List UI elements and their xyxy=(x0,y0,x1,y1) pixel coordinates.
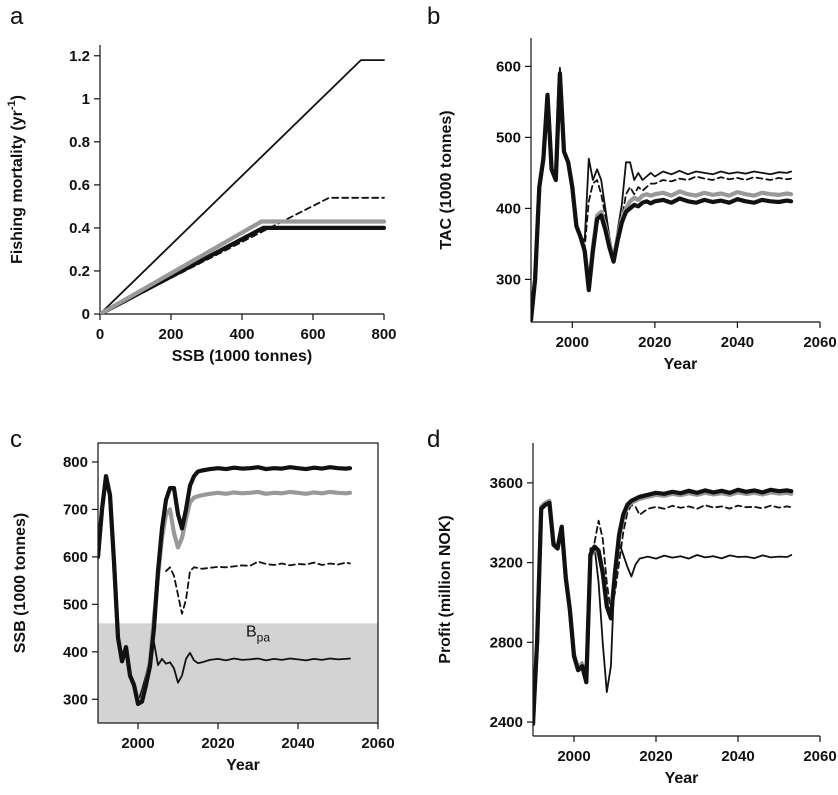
x-tick-label: 2020 xyxy=(638,334,671,351)
y-tick-label: 700 xyxy=(63,501,88,518)
x-tick-label: 2000 xyxy=(557,748,590,765)
x-axis-label: SSB (1000 tonnes) xyxy=(172,348,312,365)
panel-a: a 0 0.2 0.4 0.6 0.8 1 1.2 0 200 400 600 800 SSB (1000… xyxy=(6,3,397,365)
series-line-thick-grey xyxy=(100,219,386,314)
y-tick-label: 0.4 xyxy=(69,220,91,237)
y-tick-label: 0.8 xyxy=(69,134,90,151)
y-axis-label-end: ) xyxy=(9,95,26,100)
series-line-thick-grey xyxy=(531,71,794,322)
panel-c: c 300 400 500 600 700 800 2000 2020 2040 2060 Year S… xyxy=(10,426,395,774)
x-tick-label: 2000 xyxy=(556,334,589,351)
y-tick-label: 500 xyxy=(63,596,88,613)
x-axis-label: Year xyxy=(664,356,698,373)
y-tick-label: 500 xyxy=(496,129,521,146)
y-tick-label: 400 xyxy=(496,200,521,217)
panel-label: a xyxy=(10,3,24,30)
panel-label: d xyxy=(427,426,440,453)
x-tick-label: 2000 xyxy=(121,735,154,752)
x-tick-label: 2040 xyxy=(281,735,314,752)
y-axis-label-sup: -1 xyxy=(6,100,18,110)
x-axis-label: Year xyxy=(226,757,260,774)
bpa-annotation: Bpa xyxy=(246,624,270,645)
y-axis-label: Fishing mortality (yr-1) xyxy=(6,95,26,264)
series-line-thick-black xyxy=(531,71,794,322)
y-tick-label: 1.2 xyxy=(69,48,90,65)
y-axis-label: SSB (1000 tonnes) xyxy=(12,513,29,653)
plot-frame xyxy=(97,442,379,724)
panel-d: d 2400 2800 3200 3600 2000 2020 2040 2060 Year Pro… xyxy=(427,426,837,787)
x-tick-label: 200 xyxy=(158,326,183,343)
y-tick-label: 800 xyxy=(63,454,88,471)
x-tick-label: 0 xyxy=(96,326,104,343)
x-tick-label: 2060 xyxy=(803,334,836,351)
y-tick-label: 300 xyxy=(63,691,88,708)
bpa-shaded-region xyxy=(98,623,378,723)
y-axis-label: TAC (1000 tonnes) xyxy=(438,110,455,249)
panel-b: b 300 400 500 600 2000 2020 2040 2060 Year TAC (10… xyxy=(427,3,837,373)
y-tick-label: 0.2 xyxy=(69,263,90,280)
x-tick-label: 400 xyxy=(229,326,254,343)
x-tick-label: 2060 xyxy=(361,735,394,752)
bpa-annotation-sub: pa xyxy=(257,631,271,645)
y-tick-label: 600 xyxy=(496,58,521,75)
series-line-thick-black xyxy=(98,465,353,707)
x-tick-label: 600 xyxy=(300,326,325,343)
panel-label: b xyxy=(427,3,440,30)
x-tick-label: 2040 xyxy=(721,748,754,765)
x-axis-label: Year xyxy=(665,770,699,787)
x-tick-label: 2040 xyxy=(721,334,754,351)
bpa-annotation-main: B xyxy=(246,624,257,641)
series-line-dashed xyxy=(100,196,385,314)
panel-label: c xyxy=(10,426,22,453)
x-tick-label: 2020 xyxy=(201,735,234,752)
x-tick-label: 2020 xyxy=(639,748,672,765)
y-tick-label: 3600 xyxy=(490,475,523,492)
series-line-dashed xyxy=(165,560,351,615)
series-line-thick-black xyxy=(100,225,386,314)
series-line-thick-grey xyxy=(533,490,794,727)
x-tick-label: 800 xyxy=(371,326,396,343)
series-line-thick-black xyxy=(533,487,794,727)
y-tick-label: 2400 xyxy=(490,714,523,731)
y-tick-label: 300 xyxy=(496,271,521,288)
y-tick-label: 400 xyxy=(63,644,88,661)
series-line-thin-black xyxy=(100,59,385,314)
y-axis-label-main: Fishing mortality (yr xyxy=(9,110,26,264)
y-tick-label: 0.6 xyxy=(69,177,90,194)
y-axis-label: Profit (million NOK) xyxy=(437,515,454,663)
x-tick-label: 2060 xyxy=(803,748,836,765)
y-tick-label: 1 xyxy=(82,91,90,108)
y-tick-label: 3200 xyxy=(490,555,523,572)
y-tick-label: 0 xyxy=(82,306,90,323)
y-tick-label: 600 xyxy=(63,549,88,566)
y-tick-label: 2800 xyxy=(490,634,523,651)
